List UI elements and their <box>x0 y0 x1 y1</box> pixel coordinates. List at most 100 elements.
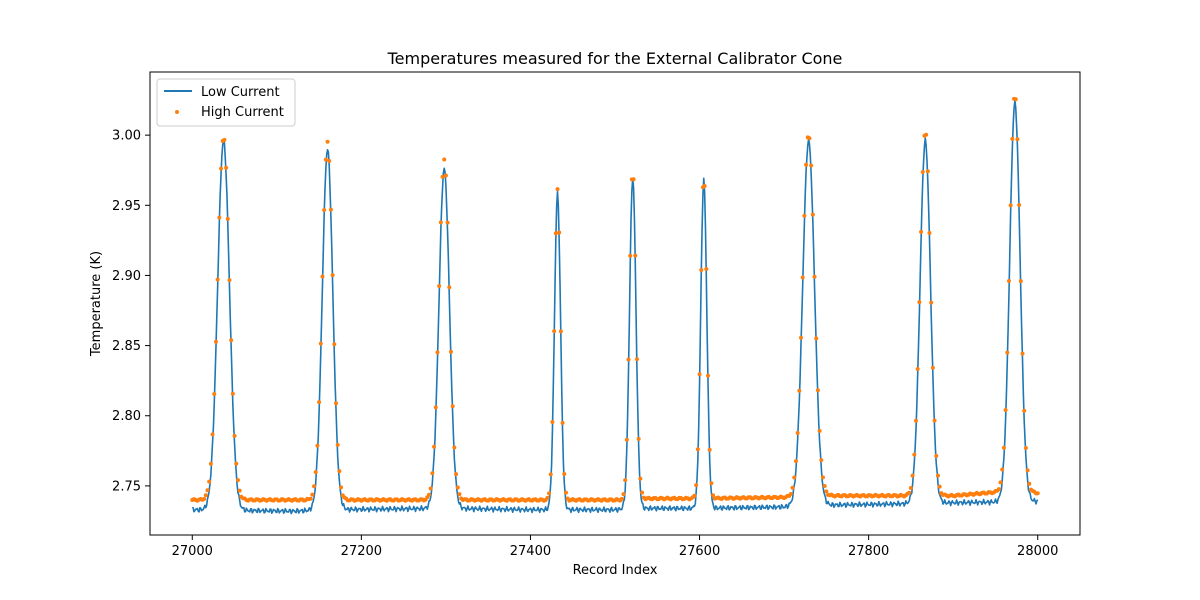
point-high-current <box>924 132 929 137</box>
series-high-current <box>190 96 1040 503</box>
point-high-current <box>553 231 558 236</box>
point-high-current <box>912 452 917 457</box>
point-high-current <box>810 212 815 217</box>
point-high-current <box>327 159 332 164</box>
chart-title: Temperatures measured for the External C… <box>387 49 843 68</box>
point-high-current <box>1025 468 1030 473</box>
point-high-current <box>707 447 712 452</box>
point-high-current <box>203 493 208 498</box>
point-high-current <box>562 471 567 476</box>
point-high-current <box>927 231 932 236</box>
point-high-current <box>438 220 443 225</box>
point-high-current <box>230 391 235 396</box>
point-high-current <box>920 170 925 175</box>
point-high-current <box>563 490 568 495</box>
point-high-current <box>1010 136 1015 141</box>
x-axis-label: Record Index <box>573 563 658 578</box>
point-high-current <box>788 492 793 496</box>
point-high-current <box>1027 481 1032 486</box>
point-high-current <box>792 475 797 480</box>
point-high-current <box>213 339 218 344</box>
point-high-current <box>335 442 340 447</box>
point-high-current <box>932 418 937 423</box>
y-tick-label: 2.90 <box>112 269 141 284</box>
point-high-current <box>443 173 448 178</box>
point-high-current <box>799 335 803 340</box>
point-high-current <box>337 469 342 474</box>
point-high-current <box>234 461 239 466</box>
point-high-current <box>908 485 913 490</box>
x-tick-label: 27000 <box>172 544 213 559</box>
point-high-current <box>623 478 628 483</box>
point-high-current <box>807 136 812 141</box>
point-high-current <box>706 373 710 378</box>
point-high-current <box>547 491 552 496</box>
point-high-current <box>308 496 313 501</box>
point-high-current <box>433 405 438 410</box>
point-high-current <box>440 174 445 179</box>
point-high-current <box>1013 97 1018 102</box>
point-high-current <box>320 274 325 279</box>
point-high-current <box>545 495 550 500</box>
point-high-current <box>1020 351 1025 356</box>
legend-label-high-current: High Current <box>201 105 284 120</box>
point-high-current <box>1022 408 1027 413</box>
point-high-current <box>330 273 335 278</box>
x-axis: 27000 27200 27400 27600 27800 28000 <box>172 535 1058 559</box>
point-high-current <box>312 484 317 489</box>
point-high-current <box>817 428 822 433</box>
point-high-current <box>229 338 234 343</box>
point-high-current <box>910 473 915 478</box>
point-high-current <box>445 220 450 225</box>
point-high-current <box>814 336 819 341</box>
point-high-current <box>435 350 440 355</box>
point-high-current <box>638 476 643 481</box>
plot-frame <box>149 71 1081 536</box>
point-high-current <box>935 473 940 478</box>
point-high-current <box>934 453 939 458</box>
point-high-current <box>315 443 320 448</box>
point-high-current <box>222 137 227 142</box>
point-high-current <box>442 157 447 162</box>
point-high-current <box>820 475 825 480</box>
plot-area <box>149 71 1081 536</box>
point-high-current <box>619 496 624 501</box>
point-high-current <box>1000 467 1005 472</box>
point-high-current <box>455 485 460 490</box>
point-high-current <box>210 432 215 437</box>
point-high-current <box>1018 279 1023 284</box>
y-tick-label: 2.80 <box>112 409 141 424</box>
point-high-current <box>919 229 924 234</box>
legend: Low Current High Current <box>156 78 296 127</box>
y-axis: 2.75 2.80 2.85 2.90 2.95 3.00 <box>112 129 150 494</box>
point-high-current <box>929 300 934 305</box>
point-high-current <box>815 388 820 393</box>
point-high-current <box>694 483 699 488</box>
point-high-current <box>1035 491 1040 496</box>
point-high-current <box>452 445 457 450</box>
point-high-current <box>634 357 639 362</box>
point-high-current <box>797 388 802 393</box>
point-high-current <box>709 481 714 486</box>
point-high-current <box>819 458 824 463</box>
line-low-current <box>191 99 1039 515</box>
point-high-current <box>323 157 328 162</box>
legend-label-low-current: Low Current <box>201 85 280 100</box>
point-high-current <box>430 471 435 476</box>
point-high-current <box>448 349 453 354</box>
point-high-current <box>1005 350 1010 355</box>
point-high-current <box>1008 203 1013 208</box>
point-high-current <box>628 253 633 258</box>
point-high-current <box>552 329 557 334</box>
point-high-current <box>212 392 217 396</box>
point-high-current <box>313 470 318 475</box>
x-tick-label: 27200 <box>341 544 382 559</box>
point-high-current <box>824 489 829 494</box>
point-high-current <box>450 404 455 409</box>
point-high-current <box>1003 408 1008 413</box>
point-high-current <box>227 278 232 283</box>
point-high-current <box>548 472 553 477</box>
point-high-current <box>1023 446 1028 450</box>
point-high-current <box>437 284 442 289</box>
y-axis-label: Temperature (K) <box>89 251 104 357</box>
